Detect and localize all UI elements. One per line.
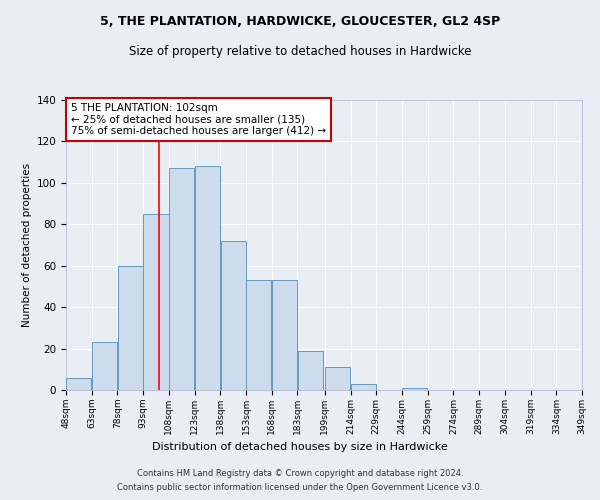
Text: Contains public sector information licensed under the Open Government Licence v3: Contains public sector information licen…: [118, 484, 482, 492]
Bar: [402, 388, 427, 390]
Text: Size of property relative to detached houses in Hardwicke: Size of property relative to detached ho…: [129, 45, 471, 58]
Bar: [582, 388, 600, 390]
Bar: [143, 214, 169, 390]
Bar: [169, 168, 194, 390]
Bar: [351, 384, 376, 390]
Bar: [92, 342, 117, 390]
Bar: [325, 367, 350, 390]
Bar: [66, 378, 91, 390]
Y-axis label: Number of detached properties: Number of detached properties: [22, 163, 32, 327]
Bar: [246, 280, 271, 390]
Bar: [298, 350, 323, 390]
Text: Distribution of detached houses by size in Hardwicke: Distribution of detached houses by size …: [152, 442, 448, 452]
Bar: [272, 280, 297, 390]
Bar: [118, 266, 143, 390]
Text: Contains HM Land Registry data © Crown copyright and database right 2024.: Contains HM Land Registry data © Crown c…: [137, 468, 463, 477]
Bar: [195, 166, 220, 390]
Text: 5 THE PLANTATION: 102sqm
← 25% of detached houses are smaller (135)
75% of semi-: 5 THE PLANTATION: 102sqm ← 25% of detach…: [71, 103, 326, 136]
Bar: [221, 241, 246, 390]
Text: 5, THE PLANTATION, HARDWICKE, GLOUCESTER, GL2 4SP: 5, THE PLANTATION, HARDWICKE, GLOUCESTER…: [100, 15, 500, 28]
